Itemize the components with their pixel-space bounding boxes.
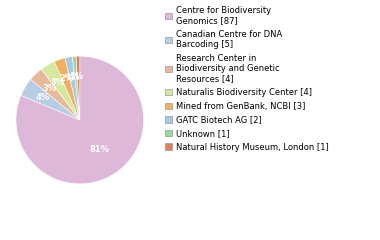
Wedge shape	[16, 56, 144, 184]
Text: 2%: 2%	[59, 74, 73, 83]
Wedge shape	[65, 57, 80, 120]
Wedge shape	[41, 61, 80, 120]
Legend: Centre for Biodiversity
Genomics [87], Canadian Centre for DNA
Barcoding [5], Re: Centre for Biodiversity Genomics [87], C…	[164, 4, 331, 153]
Wedge shape	[54, 58, 80, 120]
Wedge shape	[30, 69, 80, 120]
Wedge shape	[76, 56, 80, 120]
Text: 1%: 1%	[65, 73, 79, 82]
Wedge shape	[21, 79, 80, 120]
Text: 1%: 1%	[69, 72, 83, 81]
Text: 3%: 3%	[43, 84, 57, 93]
Text: 4%: 4%	[35, 93, 50, 102]
Wedge shape	[72, 56, 80, 120]
Text: 81%: 81%	[89, 145, 109, 154]
Text: 3%: 3%	[51, 78, 65, 87]
